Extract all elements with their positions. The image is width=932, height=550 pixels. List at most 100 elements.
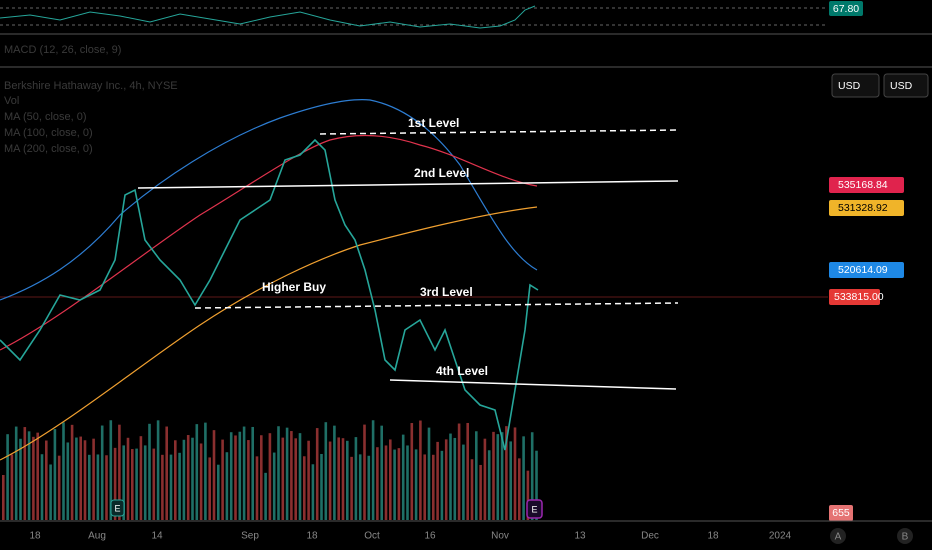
volume-bar xyxy=(100,425,104,520)
volume-bar xyxy=(122,445,125,520)
currency-button-label[interactable]: USD xyxy=(838,80,861,92)
volume-bar xyxy=(118,424,121,520)
axis-button[interactable] xyxy=(897,528,913,544)
time-axis-label: 16 xyxy=(424,531,436,542)
level-label: 4th Level xyxy=(436,364,488,378)
volume-bar xyxy=(315,428,319,520)
level-label: 2nd Level xyxy=(414,166,469,180)
volume-bar xyxy=(423,454,426,520)
volume-bar xyxy=(204,422,207,520)
volume-bar xyxy=(161,454,164,520)
volume-bar xyxy=(410,423,414,520)
volume-bar xyxy=(169,454,173,520)
volume-bar xyxy=(2,475,5,520)
volume-bar xyxy=(6,434,9,520)
volume-bar xyxy=(268,433,272,520)
event-marker[interactable] xyxy=(110,499,125,517)
volume-bar xyxy=(131,449,134,520)
volume-bar xyxy=(505,426,508,520)
symbol-label: Berkshire Hathaway Inc., 4h, NYSE xyxy=(4,80,178,92)
volume-bar xyxy=(397,448,401,520)
ma100-line xyxy=(0,134,538,351)
volume-bar xyxy=(457,423,461,520)
volume-bar xyxy=(174,440,177,520)
volume-bar xyxy=(487,450,491,520)
ma200-line xyxy=(0,206,538,461)
volume-bar xyxy=(199,443,203,520)
event-label[interactable]: E xyxy=(531,504,537,514)
volume-bar xyxy=(191,437,194,520)
volume-bar xyxy=(139,436,143,520)
volume-bar xyxy=(242,426,246,520)
axis-button[interactable] xyxy=(830,528,846,544)
currency-button[interactable] xyxy=(831,73,880,98)
volume-bar xyxy=(66,442,70,520)
volume-bar xyxy=(354,437,358,520)
volume-bar xyxy=(346,440,349,520)
volume-bar xyxy=(453,437,457,520)
volume-bar xyxy=(427,427,431,520)
volume-bar xyxy=(350,456,353,520)
volume-bar xyxy=(178,452,181,520)
volume-bar xyxy=(389,439,392,520)
price-line xyxy=(0,138,539,451)
volume-bar xyxy=(384,445,388,520)
price-tag-label: 533815.00 xyxy=(834,291,884,303)
volume-bar xyxy=(135,448,138,520)
volume-bar xyxy=(393,449,396,520)
volume-bar xyxy=(96,454,100,520)
currency-button-label[interactable]: USD xyxy=(890,80,913,92)
volume-bar xyxy=(75,437,78,520)
time-axis-label: Sep xyxy=(241,531,259,542)
volume-bar xyxy=(212,430,216,520)
volume-bar xyxy=(277,426,280,520)
volume-bar xyxy=(414,449,418,520)
volume-bar xyxy=(483,438,487,520)
level-label: 1st Level xyxy=(408,116,459,130)
volume-bar xyxy=(229,432,233,520)
volume-bar xyxy=(113,447,117,520)
volume-bar xyxy=(530,432,534,520)
volume-bar xyxy=(208,457,211,520)
event-label[interactable]: E xyxy=(114,503,120,513)
axis-button-label[interactable]: B xyxy=(902,532,909,543)
volume-bar xyxy=(272,452,276,520)
time-axis-label: Dec xyxy=(641,531,659,542)
volume-bar xyxy=(255,456,259,520)
time-axis-label: Aug xyxy=(88,531,106,542)
level-line xyxy=(389,379,677,390)
event-marker[interactable] xyxy=(526,499,543,519)
volume-bar xyxy=(358,454,362,520)
price-tag-label: 535168.84 xyxy=(838,179,888,191)
price-tag xyxy=(829,200,904,216)
volume-bar xyxy=(475,431,478,520)
volume-bar xyxy=(285,427,289,520)
volume-bar xyxy=(294,438,297,520)
volume-bar xyxy=(62,422,65,520)
price-tag xyxy=(829,177,904,193)
price-tag-label: 520614.09 xyxy=(838,264,888,276)
level-line xyxy=(137,180,679,189)
volume-bar xyxy=(143,445,147,520)
volume-bar xyxy=(298,433,302,520)
volume-bar xyxy=(367,455,371,520)
volume-bar xyxy=(470,459,474,520)
volume-bar xyxy=(247,440,250,520)
volume-bar xyxy=(535,450,538,520)
volume-bar xyxy=(27,431,31,520)
volume-bar xyxy=(225,452,229,520)
volume-bar xyxy=(479,464,482,520)
volume-bar xyxy=(182,439,186,520)
volume-bar xyxy=(303,456,306,520)
axis-button-label[interactable]: A xyxy=(835,532,842,543)
volume-bar xyxy=(328,441,332,520)
volume-bar xyxy=(324,422,328,520)
volume-bar xyxy=(49,464,52,520)
legend-item: MA (50, close, 0) xyxy=(4,111,87,123)
price-tag-label: 655 xyxy=(832,507,850,519)
time-axis-label: 13 xyxy=(574,531,586,542)
price-tag xyxy=(829,262,904,278)
time-axis-label: Oct xyxy=(364,531,380,542)
currency-button[interactable] xyxy=(883,73,929,98)
